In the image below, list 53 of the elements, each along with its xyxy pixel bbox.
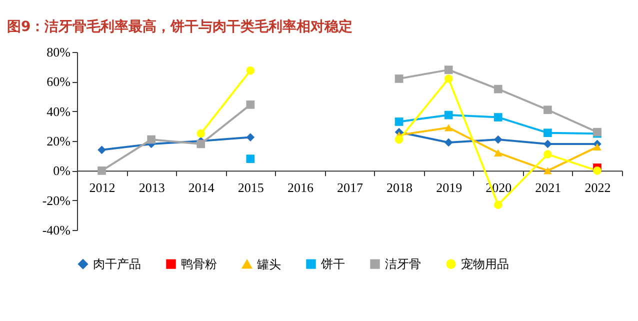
point <box>544 150 552 159</box>
legend-label: 饼干 <box>320 257 345 272</box>
point <box>444 138 453 147</box>
point <box>98 146 106 154</box>
point <box>593 143 602 151</box>
point <box>444 124 453 132</box>
x-tick-label: 2022 <box>584 180 611 196</box>
x-tick-label: 2015 <box>238 180 264 196</box>
point <box>494 84 502 94</box>
point <box>544 128 552 138</box>
x-tick-label: 2019 <box>436 180 462 196</box>
point <box>394 118 404 126</box>
y-tick-label: 0% <box>53 163 71 178</box>
point <box>494 135 502 144</box>
point <box>494 200 502 209</box>
point <box>394 74 404 83</box>
legend-label: 洁牙骨 <box>385 257 421 272</box>
point <box>196 129 206 138</box>
point <box>147 135 156 144</box>
point <box>444 74 453 83</box>
y-tick-label: 40% <box>46 104 71 119</box>
x-tick-label: 2016 <box>287 180 314 196</box>
legend-label: 鸭骨粉 <box>181 257 217 272</box>
point <box>544 140 552 148</box>
y-tick-label: 80% <box>46 44 71 60</box>
point <box>444 110 453 120</box>
point <box>98 166 106 175</box>
x-tick-label: 2021 <box>535 180 562 196</box>
x-tick-label: 2017 <box>337 180 364 196</box>
point <box>593 166 602 175</box>
point <box>394 135 404 144</box>
legend-label: 罐头 <box>257 257 281 272</box>
point <box>544 106 552 114</box>
chart-title: 图9：洁牙骨毛利率最高，饼干与肉干类毛利率相对稳定 <box>7 18 353 35</box>
y-tick-label: 20% <box>46 134 71 148</box>
y-tick-label: -20% <box>42 192 71 208</box>
legend-label: 肉干产品 <box>93 257 141 272</box>
point <box>494 149 502 156</box>
point <box>246 66 255 75</box>
point <box>196 140 206 148</box>
x-tick-label: 2018 <box>386 180 413 196</box>
legend-label: 宠物用品 <box>461 257 509 272</box>
point <box>544 167 552 174</box>
x-tick-label: 2013 <box>138 180 165 196</box>
y-tick-label: -40% <box>42 222 71 238</box>
point <box>246 100 255 109</box>
point <box>494 113 502 122</box>
x-tick-label: 2014 <box>188 180 215 196</box>
point <box>246 133 255 142</box>
x-tick-label: 2012 <box>89 180 116 196</box>
point <box>444 66 453 74</box>
point <box>246 154 255 163</box>
y-tick-label: 60% <box>46 74 71 90</box>
